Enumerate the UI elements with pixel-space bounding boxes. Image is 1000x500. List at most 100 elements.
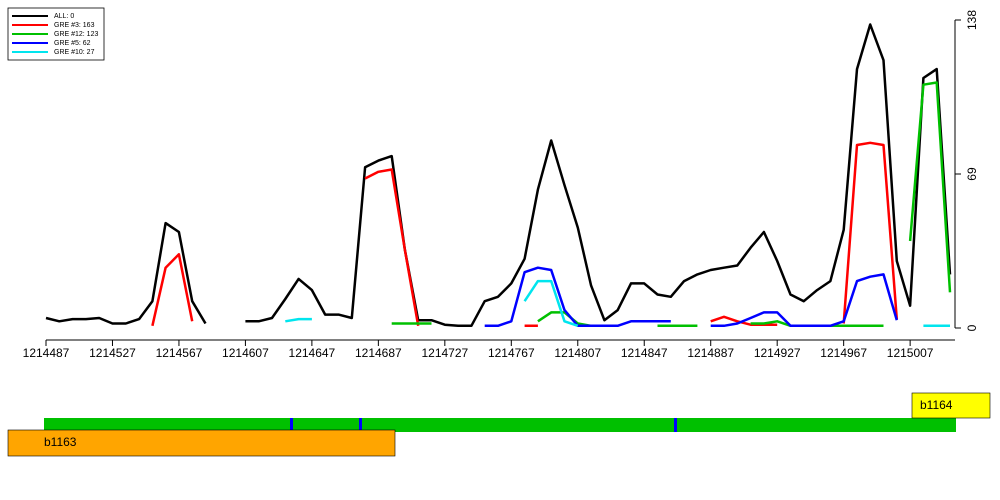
sequence-base [878,418,881,432]
sequence-base [251,418,254,432]
sequence-base [260,418,263,432]
sequence-base [488,418,491,432]
sequence-base [170,418,173,432]
sequence-base [773,418,776,432]
sequence-base [65,418,68,432]
sequence-base [287,418,290,432]
sequence-base [668,418,671,432]
x-tick-label: 1214567 [156,346,203,360]
sequence-base [164,418,167,432]
sequence-base [563,418,566,432]
sequence-base [902,418,905,432]
sequence-base [698,418,701,432]
x-tick-label: 1214487 [23,346,70,360]
sequence-base [188,418,191,432]
sequence-base [794,418,797,432]
sequence-base [221,418,224,432]
sequence-base [296,418,299,432]
sequence-base [101,418,104,432]
sequence-base [449,418,452,432]
x-tick-label: 1214767 [488,346,535,360]
sequence-base [761,418,764,432]
sequence-base [47,418,50,432]
sequence-base [197,418,200,432]
sequence-base [707,418,710,432]
sequence-base [452,418,455,432]
sequence-base [602,418,605,432]
sequence-base [782,418,785,432]
sequence-base [107,418,110,432]
sequence-base [665,418,668,432]
sequence-base [623,418,626,432]
sequence-base [953,418,956,432]
sequence-base [350,418,353,432]
sequence-base [461,418,464,432]
sequence-base [284,418,287,432]
legend-label: GRE #10: 27 [54,49,95,56]
sequence-base [944,418,947,432]
sequence-base [446,418,449,432]
sequence-base [278,418,281,432]
y-tick-label: 138 [965,10,979,30]
sequence-base [518,418,521,432]
sequence-base [680,418,683,432]
sequence-base [917,418,920,432]
legend-label: ALL: 0 [54,13,74,20]
sequence-base [113,418,116,432]
sequence-base [827,418,830,432]
sequence-base [158,418,161,432]
sequence-base [440,418,443,432]
sequence-base [713,418,716,432]
sequence-base [479,418,482,432]
sequence-base [929,418,932,432]
sequence-base [149,418,152,432]
sequence-base [77,418,80,432]
sequence-base [791,418,794,432]
sequence-base [512,418,515,432]
sequence-base [422,418,425,432]
sequence-base [293,418,296,432]
sequence-base [845,418,848,432]
sequence-base [212,418,215,432]
sequence-base [227,418,230,432]
sequence-base [611,418,614,432]
sequence-base [860,418,863,432]
sequence-base [416,418,419,432]
sequence-base [725,418,728,432]
sequence-base [80,418,83,432]
sequence-base [842,418,845,432]
sequence-base [362,418,365,432]
sequence-base [185,418,188,432]
sequence-base [899,418,902,432]
gene-box [911,392,991,419]
sequence-base [281,418,284,432]
sequence-base [374,418,377,432]
sequence-base [824,418,827,432]
sequence-base [731,418,734,432]
sequence-base [524,418,527,432]
gene-label: b1163 [44,435,77,449]
sequence-base [539,418,542,432]
sequence-base [215,418,218,432]
sequence-base [176,418,179,432]
sequence-base [923,418,926,432]
sequence-base [926,418,929,432]
sequence-base [74,418,77,432]
sequence-base [53,418,56,432]
sequence-base [485,418,488,432]
sequence-base [527,418,530,432]
sequence-base [647,418,650,432]
sequence-base [821,418,824,432]
x-tick-label: 1214687 [355,346,402,360]
sequence-base [818,418,821,432]
sequence-base [410,418,413,432]
sequence-base [734,418,737,432]
x-tick-label: 1214607 [222,346,269,360]
sequence-base [764,418,767,432]
sequence-base [269,418,272,432]
sequence-base [368,418,371,432]
sequence-base [848,418,851,432]
x-tick-label: 1214807 [554,346,601,360]
sequence-base [404,418,407,432]
